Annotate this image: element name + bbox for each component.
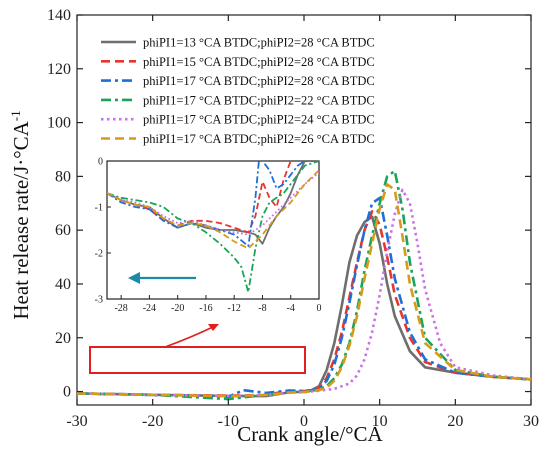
inset-x-tick-label: -20 [171, 303, 184, 314]
x-tick-label: -10 [218, 413, 239, 430]
y-tick-label: 80 [55, 168, 71, 185]
y-tick-label: 100 [47, 115, 71, 132]
inset-x-tick-label: -12 [228, 303, 241, 314]
inset-x-tick-label: -8 [258, 303, 266, 314]
legend-label-4: phiPI1=17 °CA BTDC;phiPI2=22 °CA BTDC [143, 93, 375, 107]
inset-x-tick-label: -28 [114, 303, 127, 314]
inset-series-line-2 [107, 161, 319, 234]
y-tick-label: 0 [63, 384, 71, 401]
legend-label-6: phiPI1=17 °CA BTDC;phiPI2=26 °CA BTDC [143, 132, 375, 146]
inset-y-tick-label: 0 [98, 157, 103, 168]
inset-series-line-5 [107, 171, 319, 236]
inset-y-tick-label: -3 [95, 295, 103, 306]
series-line-4 [76, 169, 532, 401]
x-tick-label: 20 [447, 413, 463, 430]
y-tick-label: 40 [55, 276, 71, 293]
x-tick-label: 0 [300, 413, 308, 430]
inset-x-tick-label: -16 [199, 303, 212, 314]
inset-direction-arrow-head [128, 272, 140, 284]
series-line-6 [76, 183, 532, 398]
main-series-group [76, 169, 532, 401]
inset-x-tick-label: -4 [287, 303, 295, 314]
legend-label-3: phiPI1=17 °CA BTDC;phiPI2=28 °CA BTDC [143, 74, 375, 88]
legend-label-5: phiPI1=17 °CA BTDC;phiPI2=24 °CA BTDC [143, 113, 375, 127]
legend-label-1: phiPI1=13 °CA BTDC;phiPI2=28 °CA BTDC [143, 36, 375, 50]
inset-series-line-6 [107, 169, 319, 250]
x-tick-label: 10 [372, 413, 388, 430]
y-tick-label: 60 [55, 222, 71, 239]
highlight-box [89, 346, 306, 374]
inset-tick-group: -28 -24 -20 -16 -12 -8 -4 0 -3 -2 -1 0 [95, 157, 322, 315]
inset-series-line-3 [107, 161, 319, 247]
y-tick-label: 20 [55, 330, 71, 347]
series-line-3 [76, 196, 532, 398]
x-tick-label: -30 [66, 413, 87, 430]
inset-series-line-4 [107, 161, 319, 293]
x-axis-label: Crank angle/°CA [237, 422, 383, 446]
inset-x-tick-label: -24 [143, 303, 156, 314]
inset-series-group [107, 161, 319, 293]
y-tick-label: 120 [47, 61, 71, 78]
y-axis-label-main: Heat release rate/J·°CA [9, 120, 33, 319]
inset-y-tick-label: -1 [95, 203, 103, 214]
inset-x-tick-label: 0 [317, 303, 322, 314]
inset-y-tick-label: -2 [95, 249, 103, 260]
highlight-arrow-head [208, 324, 219, 331]
y-tick-label: 140 [47, 7, 71, 24]
y-axis-label: Heat release rate/J·°CA-1 [8, 110, 33, 319]
legend: phiPI1=13 °CA BTDC;phiPI2=28 °CA BTDC phi… [101, 36, 375, 146]
x-tick-label: 30 [523, 413, 539, 430]
inset-plot: -28 -24 -20 -16 -12 -8 -4 0 -3 -2 -1 0 [95, 157, 322, 315]
legend-label-2: phiPI1=15 °CA BTDC;phiPI2=28 °CA BTDC [143, 55, 375, 69]
x-tick-label: -20 [142, 413, 163, 430]
y-axis-label-sup: -1 [8, 110, 23, 121]
highlight-arrow [164, 325, 216, 348]
